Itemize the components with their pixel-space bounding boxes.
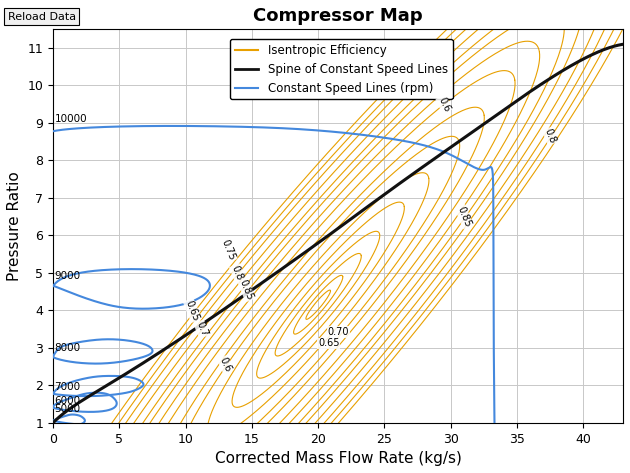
Text: 6000: 6000 [54,396,81,406]
Text: 0.6: 0.6 [217,356,233,374]
Text: 0.7: 0.7 [194,320,209,338]
Text: 0.8: 0.8 [230,264,245,282]
Text: 0.6: 0.6 [437,95,452,113]
Text: 0.65: 0.65 [318,338,340,348]
Text: 0.75: 0.75 [219,238,237,263]
X-axis label: Corrected Mass Flow Rate (kg/s): Corrected Mass Flow Rate (kg/s) [215,451,462,466]
Legend: Isentropic Efficiency, Spine of Constant Speed Lines, Constant Speed Lines (rpm): Isentropic Efficiency, Spine of Constant… [230,39,452,99]
Text: 0.8: 0.8 [542,127,558,145]
Text: 0.85: 0.85 [238,278,255,302]
Text: 0.65: 0.65 [183,298,201,322]
Text: 0.70: 0.70 [328,327,349,337]
Text: 5000: 5000 [54,403,81,413]
Text: 8000: 8000 [54,343,81,353]
Text: 10000: 10000 [54,114,87,124]
Y-axis label: Pressure Ratio: Pressure Ratio [7,171,22,281]
Text: 9000: 9000 [54,271,81,281]
Text: 7000: 7000 [54,382,81,392]
Text: 0.85: 0.85 [455,205,472,228]
Title: Compressor Map: Compressor Map [253,7,423,25]
Text: Reload Data: Reload Data [8,12,76,22]
